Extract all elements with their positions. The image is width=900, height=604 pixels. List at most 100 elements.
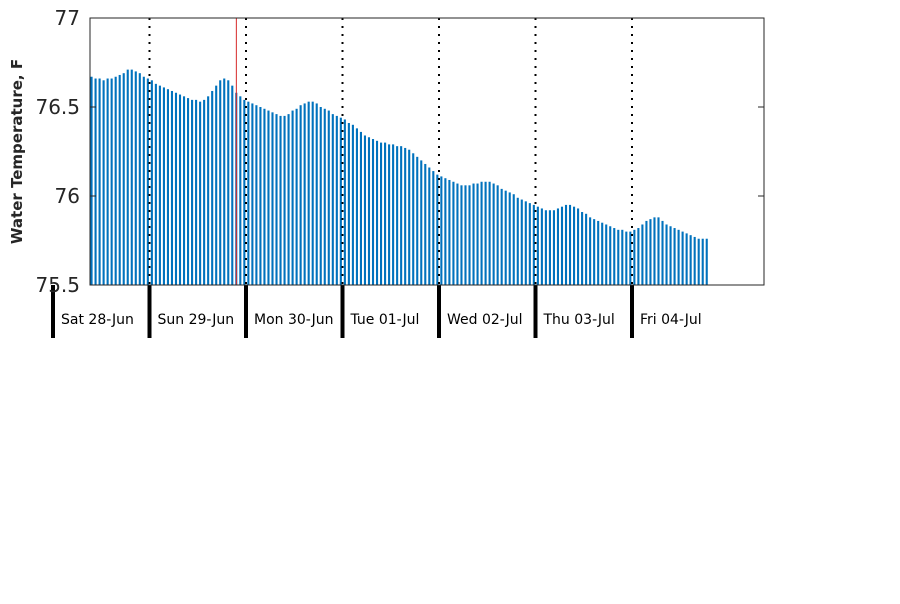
bar <box>219 80 222 285</box>
bar <box>384 142 387 285</box>
bar <box>629 231 632 285</box>
bar <box>94 78 97 286</box>
bar <box>279 115 282 286</box>
bar <box>508 192 511 285</box>
bar <box>520 199 523 285</box>
bar <box>657 217 660 285</box>
bar <box>299 105 302 285</box>
bar <box>544 210 547 285</box>
bar <box>327 110 330 285</box>
y-axis-label: Water Temperature, F <box>8 59 26 244</box>
bar <box>504 190 507 285</box>
bar <box>693 236 696 285</box>
bar <box>665 224 668 285</box>
bar <box>585 213 588 285</box>
bar <box>685 233 688 285</box>
bar <box>351 124 354 285</box>
bar <box>291 110 294 285</box>
bar <box>681 231 684 285</box>
bar <box>597 220 600 285</box>
bar <box>492 183 495 285</box>
bar <box>375 140 379 285</box>
bar <box>564 204 568 285</box>
bar <box>247 101 250 285</box>
bar <box>263 108 266 285</box>
bar <box>516 197 519 285</box>
bar <box>456 183 459 285</box>
bar <box>231 85 234 285</box>
bar <box>191 99 194 285</box>
y-tick-label: 77 <box>55 6 80 30</box>
bar <box>625 231 628 285</box>
bar <box>416 156 419 285</box>
bar <box>170 90 174 285</box>
bar <box>102 80 105 285</box>
bar <box>267 110 270 285</box>
bar <box>98 78 101 286</box>
bar <box>601 222 604 285</box>
bar <box>540 208 543 285</box>
bar <box>174 92 178 285</box>
bar <box>359 131 362 285</box>
bar <box>195 99 198 285</box>
bar <box>488 181 491 285</box>
bar <box>275 114 278 286</box>
bar <box>380 142 383 285</box>
bar <box>388 144 391 285</box>
bar <box>355 128 358 285</box>
bar <box>412 153 415 285</box>
bar <box>593 219 596 285</box>
bar <box>307 101 310 285</box>
bar <box>347 123 350 286</box>
bar <box>556 208 560 285</box>
bar <box>166 89 169 285</box>
bar <box>621 229 624 285</box>
bar <box>142 76 145 286</box>
bar <box>259 107 262 285</box>
bar <box>335 115 338 286</box>
bar <box>182 96 186 285</box>
bar <box>581 212 584 285</box>
bar <box>251 103 254 285</box>
bar <box>496 185 499 285</box>
bar <box>199 101 202 285</box>
day-label: Tue 01-Jul <box>350 312 420 328</box>
bar <box>528 203 531 285</box>
bar <box>134 71 137 286</box>
bar <box>649 219 652 285</box>
bar <box>532 204 535 285</box>
bar <box>645 220 648 285</box>
bar <box>150 80 153 285</box>
bar <box>319 107 322 285</box>
bar <box>207 96 210 285</box>
bar <box>653 217 656 285</box>
bar <box>343 119 346 286</box>
bar <box>130 69 133 286</box>
day-label: Sat 28-Jun <box>61 312 134 328</box>
y-axis: 75.5 76 76.5 77 <box>35 6 764 297</box>
bar <box>371 139 375 285</box>
bar <box>126 69 129 286</box>
bar <box>536 206 539 285</box>
bar <box>677 229 680 285</box>
bar <box>577 208 580 285</box>
day-dividers <box>51 18 634 338</box>
y-tick-label: 76 <box>55 184 80 208</box>
bar <box>122 73 125 286</box>
bar <box>223 78 226 286</box>
bar <box>187 98 190 285</box>
bar <box>448 179 451 285</box>
bar <box>705 238 708 285</box>
bar <box>211 90 214 285</box>
bar <box>444 178 447 285</box>
bar <box>90 76 93 286</box>
bar <box>428 167 431 285</box>
y-tick-label: 76.5 <box>35 95 80 119</box>
bar <box>605 224 608 285</box>
bar <box>339 117 342 286</box>
bar <box>641 224 644 285</box>
bar <box>138 73 141 286</box>
bar <box>609 226 612 285</box>
bar <box>436 174 439 285</box>
